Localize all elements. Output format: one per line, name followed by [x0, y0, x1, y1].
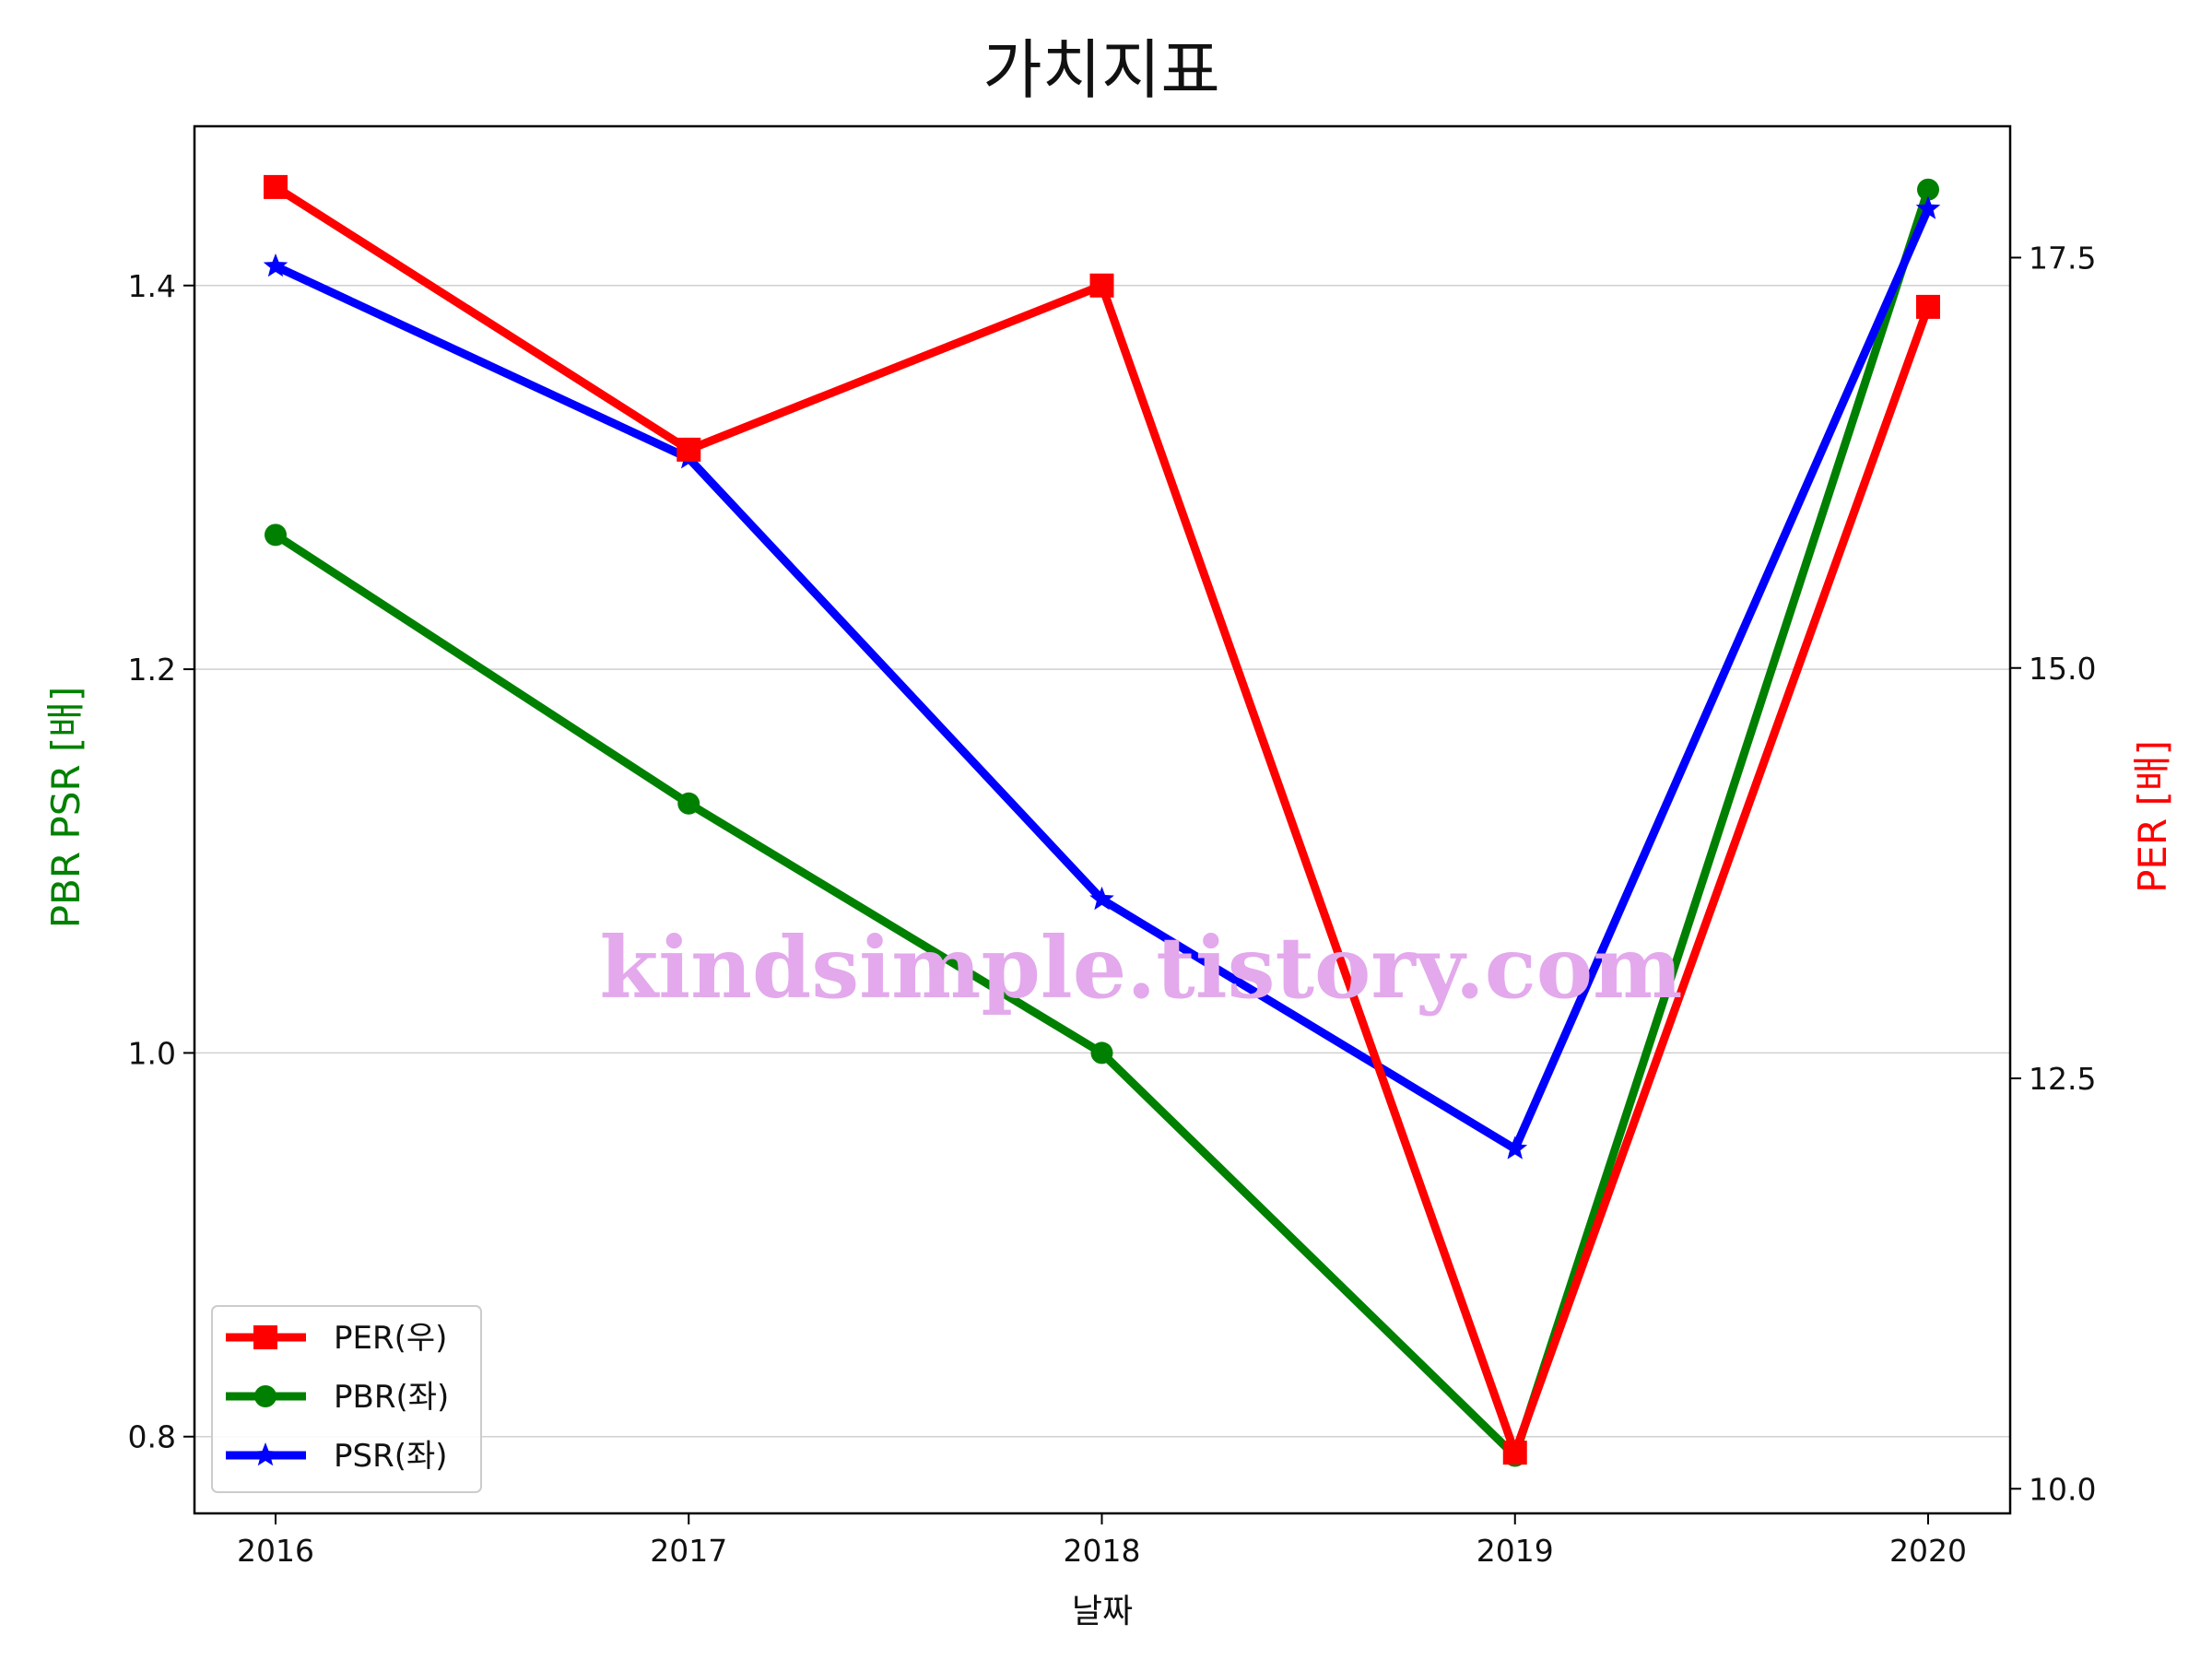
left-tick-label: 1.2: [128, 652, 176, 688]
data-point-per: [677, 437, 701, 462]
left-tick-label: 1.0: [128, 1035, 176, 1071]
left-tick-label: 0.8: [128, 1419, 176, 1455]
legend-marker-psr: [253, 1442, 278, 1466]
data-point-per: [1089, 273, 1114, 298]
data-point-pbr: [1917, 178, 1939, 201]
x-tick-label: 2016: [237, 1533, 314, 1569]
chart-title: 가치지표: [982, 32, 1220, 108]
legend: PER(우) PBR(좌) PSR(좌): [211, 1305, 482, 1493]
x-tick-label: 2017: [650, 1533, 727, 1569]
x-axis-label: 날짜: [1072, 1593, 1133, 1630]
watermark: kindsimple.tistory.com: [599, 918, 1682, 1018]
right-y-axis-label: PER [배]: [2130, 740, 2175, 893]
data-point-per: [1502, 1441, 1527, 1465]
data-point-pbr: [265, 524, 287, 547]
data-point-per: [1916, 294, 1940, 319]
data-point-pbr: [677, 792, 700, 815]
left-y-axis-label: PBR PSR [배]: [43, 687, 88, 929]
data-point-psr: [1915, 195, 1941, 219]
data-point-psr: [1502, 1135, 1528, 1159]
right-tick-label: 15.0: [2029, 651, 2096, 687]
x-tick-label: 2020: [1889, 1533, 1967, 1569]
right-tick-label: 10.0: [2029, 1471, 2096, 1507]
data-point-pbr: [1090, 1041, 1113, 1065]
legend-marker-per: [253, 1325, 277, 1349]
data-point-per: [264, 174, 288, 199]
right-tick-label: 12.5: [2029, 1061, 2096, 1097]
series-markers: [263, 174, 1941, 1467]
data-point-psr: [1089, 886, 1114, 911]
x-axis-ticks: 2016 2017 2018 2019 2020: [237, 1513, 1967, 1569]
left-tick-label: 1.4: [128, 268, 176, 304]
right-axis-ticks: 10.0 12.5 15.0 17.5: [2010, 240, 2096, 1507]
x-tick-label: 2018: [1064, 1533, 1141, 1569]
legend-marker-pbr: [254, 1385, 276, 1407]
legend-label-per: PER(우): [334, 1320, 447, 1357]
x-tick-label: 2019: [1477, 1533, 1554, 1569]
data-point-psr: [263, 253, 288, 277]
series-line-per: [273, 183, 1933, 1457]
legend-label-pbr: PBR(좌): [334, 1379, 449, 1416]
legend-box: [211, 1305, 482, 1493]
left-axis-ticks: 0.8 1.0 1.2 1.4: [128, 268, 194, 1455]
grid-lines: [194, 285, 2010, 1438]
right-tick-label: 17.5: [2029, 240, 2096, 276]
legend-label-psr: PSR(좌): [334, 1438, 448, 1475]
series-lines: [273, 183, 1933, 1461]
